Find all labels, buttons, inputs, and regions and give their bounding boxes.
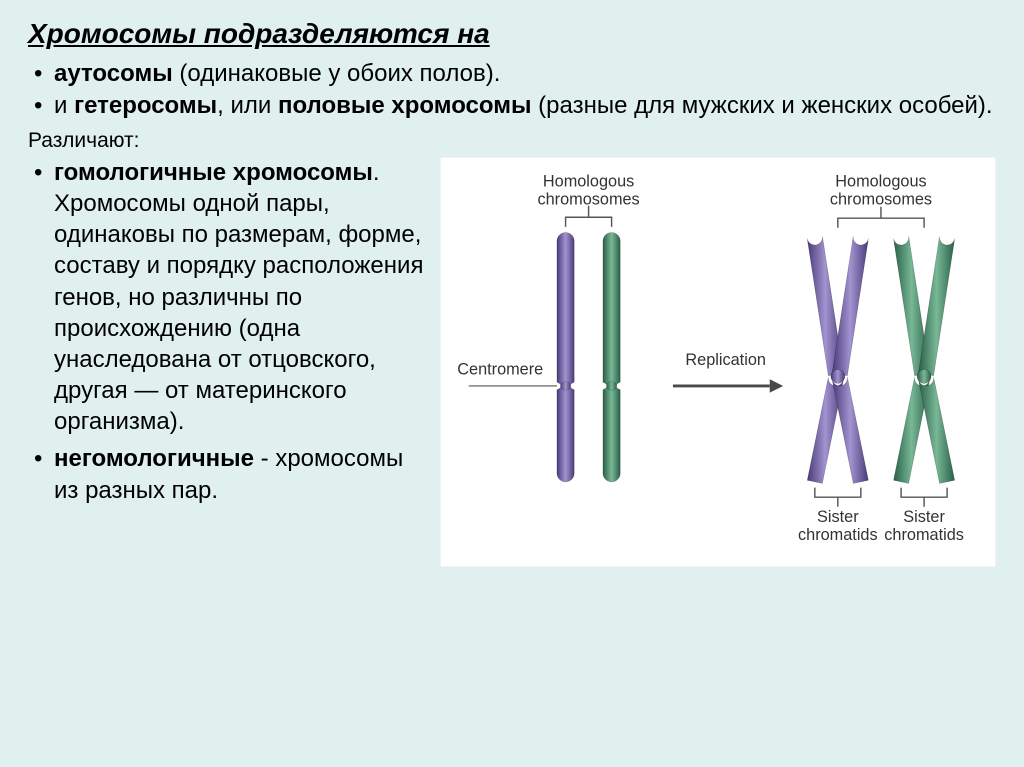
svg-text:Replication: Replication xyxy=(685,351,766,369)
definition-list: гомологичные хромосомы. Хромосомы одной … xyxy=(28,157,428,506)
definitions-column: гомологичные хромосомы. Хромосомы одной … xyxy=(28,157,428,567)
bullet-heterosomes: и гетеросомы, или половые хромосомы (раз… xyxy=(28,90,996,122)
top-bullet-list: аутосомы (одинаковые у обоих полов). и г… xyxy=(28,58,996,123)
svg-text:Homologouschromosomes: Homologouschromosomes xyxy=(537,172,639,208)
bullet-autosomes: аутосомы (одинаковые у обоих полов). xyxy=(28,58,996,90)
svg-text:Centromere: Centromere xyxy=(457,360,543,378)
def-nonhomologous: негомологичные - хромосомы из разных пар… xyxy=(28,443,428,505)
svg-text:Homologouschromosomes: Homologouschromosomes xyxy=(830,172,932,208)
def-homologous: гомологичные хромосомы. Хромосомы одной … xyxy=(28,157,428,438)
svg-text:Sisterchromatids: Sisterchromatids xyxy=(798,508,878,544)
distinguish-label: Различают: xyxy=(28,129,996,153)
svg-text:Sisterchromatids: Sisterchromatids xyxy=(884,508,964,544)
chromosome-diagram: Homologouschromosomes Centromere Homologou… xyxy=(440,157,996,567)
columns: гомологичные хромосомы. Хромосомы одной … xyxy=(28,157,996,567)
diagram-svg: Homologouschromosomes Centromere Homologou… xyxy=(440,157,996,567)
page-title: Хромосомы подразделяются на xyxy=(28,18,996,50)
